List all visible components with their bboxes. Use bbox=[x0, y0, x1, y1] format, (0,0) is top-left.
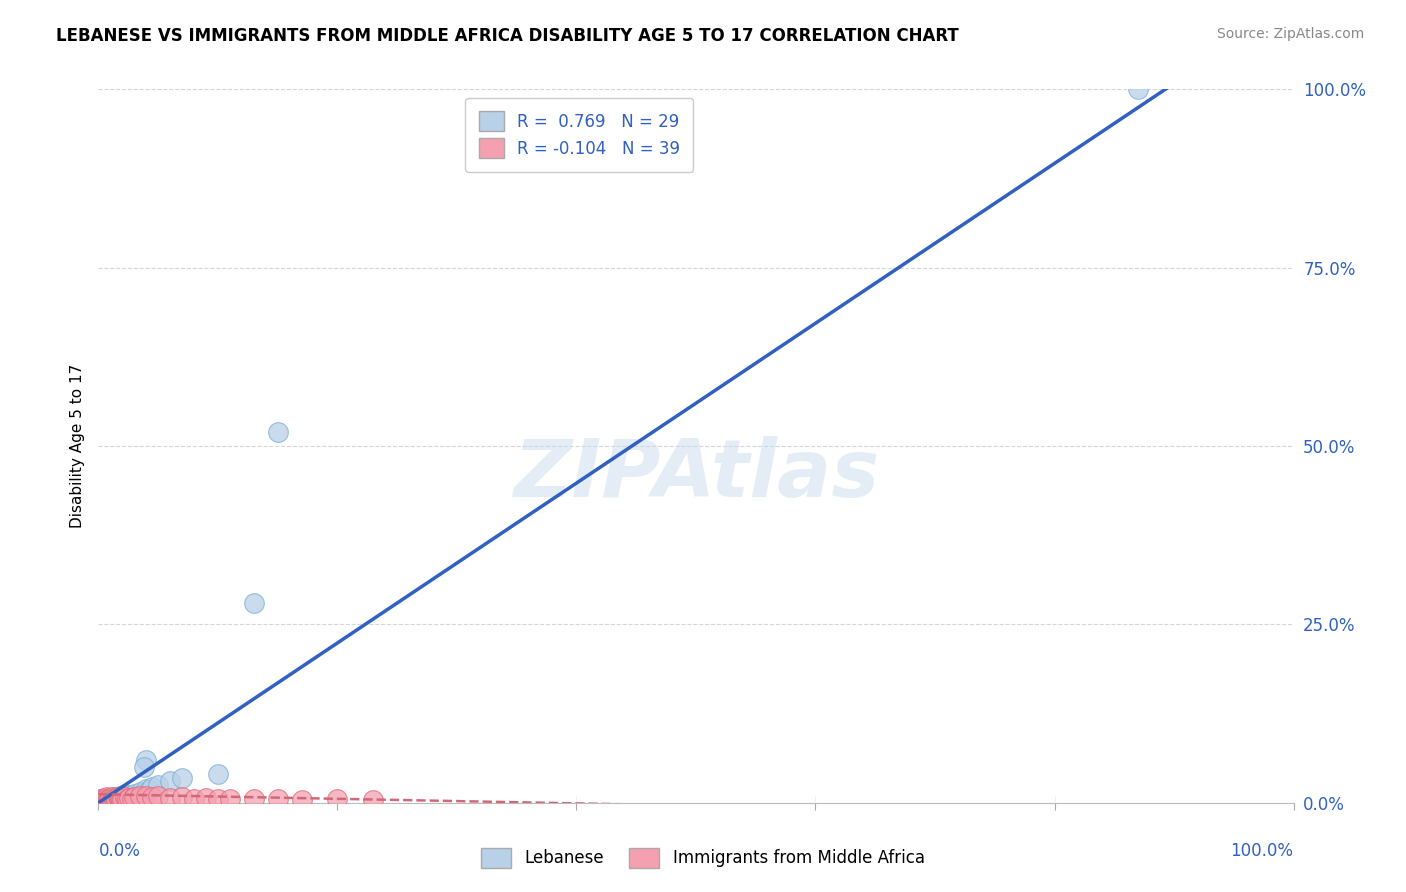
Point bbox=[243, 792, 266, 806]
Text: Source: ZipAtlas.com: Source: ZipAtlas.com bbox=[1216, 27, 1364, 41]
Point bbox=[121, 790, 143, 805]
Point bbox=[91, 791, 114, 805]
Point bbox=[101, 790, 124, 805]
Point bbox=[97, 791, 120, 805]
Point bbox=[125, 789, 148, 803]
Point bbox=[129, 789, 152, 803]
Point bbox=[98, 792, 122, 806]
Point bbox=[141, 790, 163, 805]
Point bbox=[94, 792, 117, 806]
Point bbox=[111, 790, 134, 805]
Point bbox=[114, 787, 136, 801]
Point bbox=[159, 774, 181, 789]
Point bbox=[326, 792, 349, 806]
Legend: R =  0.769   N = 29, R = -0.104   N = 39: R = 0.769 N = 29, R = -0.104 N = 39 bbox=[465, 97, 693, 171]
Point bbox=[91, 793, 114, 807]
Point bbox=[172, 771, 194, 785]
Point bbox=[107, 792, 129, 806]
Point bbox=[98, 790, 122, 805]
Legend: Lebanese, Immigrants from Middle Africa: Lebanese, Immigrants from Middle Africa bbox=[475, 841, 931, 875]
Text: ZIPAtlas: ZIPAtlas bbox=[513, 435, 879, 514]
Point bbox=[1128, 82, 1150, 96]
Point bbox=[183, 791, 205, 805]
Point bbox=[148, 778, 170, 792]
Point bbox=[121, 791, 143, 805]
Point bbox=[141, 780, 163, 794]
Point bbox=[93, 792, 115, 806]
Point bbox=[129, 785, 152, 799]
Point bbox=[110, 793, 132, 807]
Point bbox=[91, 794, 114, 808]
Point bbox=[103, 792, 125, 806]
Point bbox=[114, 790, 136, 805]
Point bbox=[108, 789, 131, 803]
Point bbox=[118, 790, 141, 805]
Point bbox=[207, 792, 229, 806]
Text: 100.0%: 100.0% bbox=[1230, 842, 1294, 860]
Point bbox=[90, 792, 112, 806]
Point bbox=[159, 790, 181, 805]
Point bbox=[138, 783, 160, 797]
Point bbox=[148, 789, 170, 804]
Point bbox=[105, 791, 128, 805]
Point bbox=[363, 793, 385, 807]
Point bbox=[100, 791, 122, 805]
Text: LEBANESE VS IMMIGRANTS FROM MIDDLE AFRICA DISABILITY AGE 5 TO 17 CORRELATION CHA: LEBANESE VS IMMIGRANTS FROM MIDDLE AFRIC… bbox=[56, 27, 959, 45]
Point bbox=[291, 793, 314, 807]
Point bbox=[135, 753, 157, 767]
Point bbox=[117, 789, 139, 803]
Point bbox=[243, 596, 266, 610]
Point bbox=[135, 781, 157, 796]
Point bbox=[108, 790, 131, 805]
Point bbox=[101, 790, 124, 805]
Point bbox=[195, 790, 218, 805]
Point bbox=[98, 792, 121, 806]
Point bbox=[97, 791, 120, 805]
Point bbox=[103, 793, 125, 807]
Y-axis label: Disability Age 5 to 17: Disability Age 5 to 17 bbox=[69, 364, 84, 528]
Point bbox=[135, 789, 157, 803]
Point bbox=[111, 791, 134, 805]
Point bbox=[104, 790, 127, 805]
Point bbox=[172, 790, 194, 805]
Point bbox=[105, 790, 128, 805]
Point bbox=[107, 791, 129, 805]
Point bbox=[267, 425, 290, 439]
Point bbox=[124, 790, 146, 805]
Point bbox=[93, 790, 115, 805]
Point bbox=[267, 791, 290, 805]
Point bbox=[132, 760, 155, 774]
Point bbox=[107, 790, 129, 805]
Text: 0.0%: 0.0% bbox=[98, 842, 141, 860]
Point bbox=[207, 767, 229, 781]
Point bbox=[219, 791, 242, 805]
Point bbox=[96, 790, 118, 805]
Point bbox=[124, 787, 146, 801]
Point bbox=[115, 792, 138, 806]
Point bbox=[94, 793, 117, 807]
